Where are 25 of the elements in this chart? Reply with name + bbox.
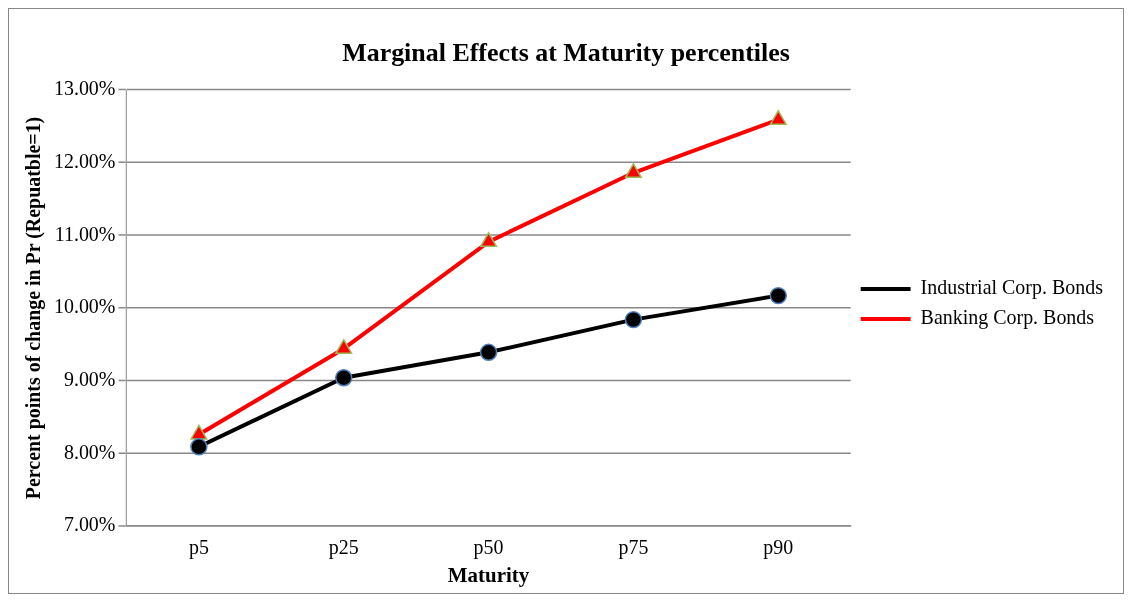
point (190, 438, 208, 456)
legend-label: Banking Corp. Bonds (920, 306, 1095, 330)
x-tick-label: p75 (618, 536, 649, 560)
point (769, 110, 787, 125)
point (624, 310, 643, 329)
y-tick-label: 11.00% (54, 222, 116, 245)
chart-title: Marginal Effects at Maturity percentiles (342, 38, 790, 68)
x-tick-label: p25 (328, 536, 359, 560)
y-tick-label: 7.00% (63, 513, 116, 536)
y-axis-title: Percent points of change in Pr (Repuatble=1) (22, 116, 46, 500)
point (334, 369, 353, 387)
x-tick-label: p90 (763, 536, 794, 560)
y-tick-label: 8.00% (63, 440, 116, 463)
point (479, 343, 498, 362)
y-tick-label: 9.00% (63, 367, 116, 390)
legend-label: Industrial Corp. Bonds (920, 276, 1104, 300)
y-tick-label: 12.00% (53, 149, 116, 172)
x-tick-label: p50 (473, 536, 504, 560)
y-tick-label: 13.00% (53, 77, 116, 100)
y-tick-label: 10.00% (53, 295, 116, 318)
x-axis-title: Maturity (447, 562, 530, 587)
point (480, 232, 498, 248)
x-tick-label: p5 (188, 536, 209, 560)
point (624, 163, 642, 179)
point (769, 286, 788, 305)
